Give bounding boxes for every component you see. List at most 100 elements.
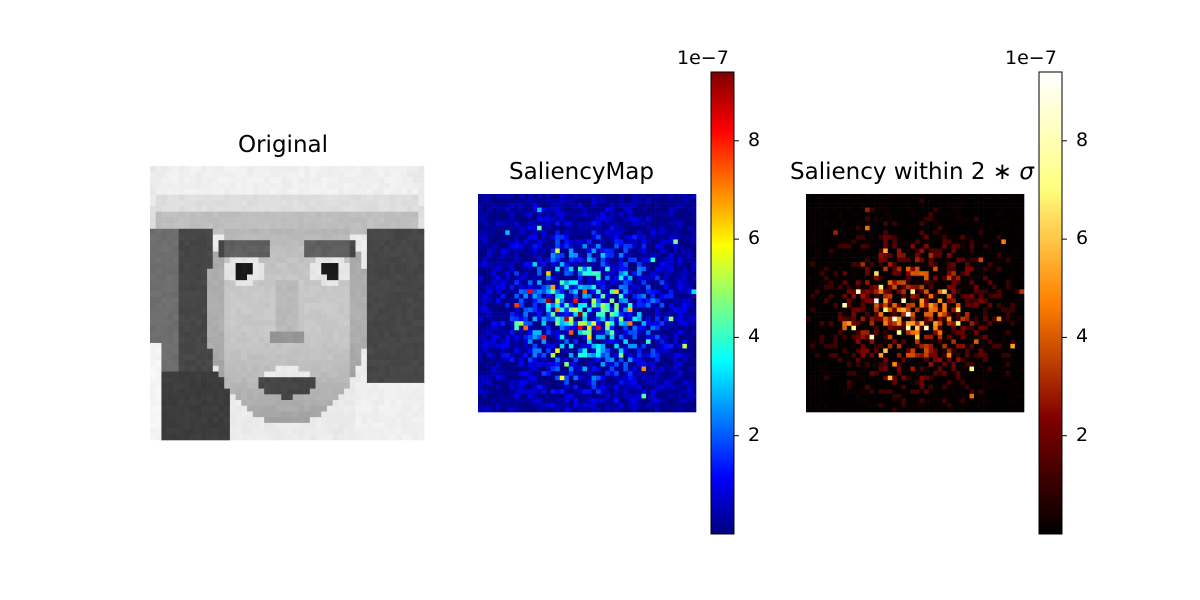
saliency-map-cell: [546, 407, 551, 413]
original-pixel: [401, 291, 408, 298]
saliency-map-cell: [636, 371, 642, 376]
original-pixel: [366, 171, 373, 178]
original-pixel: [332, 382, 339, 389]
saliency-map-cell: [677, 248, 683, 254]
original-pixel: [212, 223, 219, 230]
saliency-map-cell: [487, 303, 492, 308]
original-pixel: [195, 183, 202, 190]
original-pixel: [281, 171, 288, 178]
original-pixel: [418, 177, 425, 184]
original-pixel: [366, 365, 373, 372]
saliency-map-cell: [537, 325, 542, 331]
original-pixel: [195, 303, 202, 310]
original-pixel: [229, 360, 236, 367]
original-pixel: [389, 291, 396, 298]
original-pixel: [178, 337, 185, 344]
saliency-map-cell: [600, 203, 606, 208]
saliency-map-cell: [691, 393, 697, 399]
original-pixel: [361, 360, 368, 367]
saliency-map-cell: [482, 375, 488, 381]
saliency-map-cell: [609, 230, 615, 236]
saliency-map-cell: [614, 366, 620, 372]
saliency-sigma-cell: [924, 216, 929, 222]
original-pixel: [212, 337, 219, 344]
saliency-map-cell: [514, 357, 520, 363]
original-pixel: [275, 245, 282, 252]
saliency-map-cell: [673, 348, 679, 354]
original-pixel: [355, 354, 362, 361]
saliency-map-cell: [609, 380, 615, 386]
saliency-sigma-cell: [992, 194, 998, 199]
saliency-map-cell: [550, 343, 556, 349]
original-pixel: [304, 274, 311, 281]
saliency-sigma-cell: [964, 203, 970, 208]
original-pixel: [269, 422, 276, 429]
original-pixel: [247, 234, 254, 241]
saliency-map-cell: [478, 330, 483, 336]
original-pixel: [332, 194, 339, 201]
saliency-map-cell: [550, 357, 556, 363]
original-pixel: [349, 342, 356, 349]
saliency-map-cell: [659, 243, 665, 249]
saliency-map-cell: [636, 280, 642, 286]
saliency-map-cell: [518, 407, 524, 413]
saliency-map-cell: [505, 398, 511, 404]
saliency-sigma-cell: [1005, 221, 1011, 227]
original-pixel: [287, 428, 294, 435]
saliency-map-cell: [541, 393, 547, 399]
original-pixel: [235, 411, 242, 418]
original-pixel: [184, 240, 191, 247]
saliency-map-cell: [500, 362, 506, 367]
original-pixel: [264, 188, 271, 195]
original-pixel: [287, 400, 294, 407]
saliency-map-cell: [682, 198, 688, 204]
original-pixel: [172, 285, 179, 292]
saliency-map-cell: [573, 243, 579, 249]
original-pixel: [349, 303, 356, 310]
saliency-map-cell: [673, 243, 679, 249]
saliency-map-cell: [691, 248, 697, 254]
original-pixel: [412, 200, 419, 207]
saliency-map-cell: [582, 384, 588, 390]
original-pixel: [155, 183, 162, 190]
original-pixel: [201, 371, 208, 378]
saliency-sigma-cell: [892, 194, 898, 199]
original-pixel: [150, 177, 157, 184]
saliency-map-cell: [677, 303, 683, 308]
original-pixel: [418, 371, 425, 378]
saliency-map-cell: [491, 325, 497, 331]
saliency-map-cell: [609, 221, 615, 227]
original-pixel: [218, 194, 225, 201]
original-pixel: [309, 217, 316, 224]
original-pixel: [298, 360, 305, 367]
original-pixel: [218, 268, 225, 275]
saliency-map-cell: [478, 243, 483, 249]
saliency-map-cell: [686, 325, 692, 331]
saliency-map-cell: [505, 366, 511, 372]
saliency-map-cell: [546, 393, 551, 399]
saliency-map-cell: [600, 357, 606, 363]
saliency-map-cell: [491, 366, 497, 372]
saliency-sigma-cell: [892, 216, 898, 222]
saliency-map-cell: [573, 248, 579, 254]
saliency-sigma-cell: [896, 221, 902, 227]
saliency-map-cell: [500, 334, 506, 340]
saliency-map-cell: [523, 298, 529, 304]
saliency-sigma-cell: [1005, 198, 1011, 204]
saliency-sigma-cell: [865, 198, 870, 204]
saliency-map-cell: [532, 257, 538, 263]
saliency-sigma-cell: [933, 207, 939, 213]
saliency-map-cell: [650, 275, 656, 281]
saliency-map-cell: [523, 243, 529, 249]
saliency-map-cell: [491, 352, 497, 358]
saliency-map-cell: [600, 289, 606, 295]
saliency-map-cell: [532, 293, 538, 299]
original-pixel: [395, 280, 402, 287]
original-pixel: [332, 280, 339, 287]
saliency-map-cell: [591, 307, 597, 313]
saliency-map-cell: [682, 343, 688, 349]
saliency-map-cell: [523, 348, 529, 354]
original-pixel: [224, 331, 231, 338]
original-pixel: [167, 337, 174, 344]
saliency-map-cell: [478, 407, 483, 413]
